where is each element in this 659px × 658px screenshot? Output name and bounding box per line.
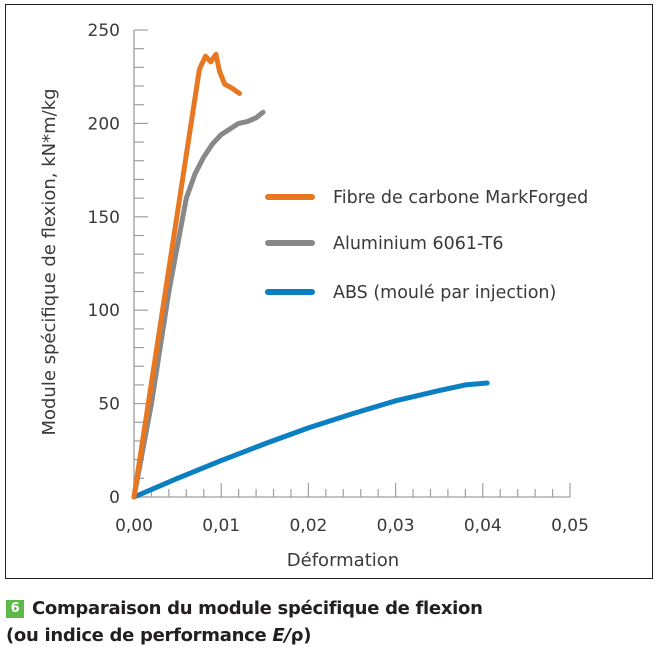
legend-label-2: ABS (moulé par injection) <box>333 283 556 303</box>
legend: Fibre de carbone MarkForged Aluminium 606… <box>265 188 588 303</box>
caption-line-1: Comparaison du module spécifique de flex… <box>32 598 483 619</box>
y-tick-label: 250 <box>88 21 120 41</box>
caption-symbol-e: E <box>272 625 285 646</box>
x-tick-label: 0,05 <box>551 516 589 536</box>
x-tick-label: 0,01 <box>202 516 240 536</box>
x-tick-label: 0,02 <box>289 516 327 536</box>
figure-number-badge: 6 <box>6 600 24 618</box>
series-line-0 <box>131 51 243 500</box>
x-tick-label: 0,00 <box>115 516 153 536</box>
x-tick-label: 0,03 <box>377 516 415 536</box>
x-tick-label: 0,04 <box>464 516 502 536</box>
caption-symbol-rho: ρ <box>290 625 304 646</box>
series-layer <box>131 51 490 500</box>
caption-line-2-prefix: (ou indice de performance <box>6 625 273 646</box>
legend-label-1: Aluminium 6061-T6 <box>333 234 504 254</box>
y-tick-label: 50 <box>98 395 120 415</box>
axes: 0,00 0,01 0,02 0,03 0,04 0,05 0 50 100 150 200 250 <box>88 21 589 536</box>
y-axis-title: Module spécifique de flexion, kN*m/kg <box>39 88 60 435</box>
caption-line-2-suffix: ) <box>303 625 312 646</box>
y-tick-label: 150 <box>88 208 120 228</box>
y-tick-label: 0 <box>109 488 120 508</box>
series-line-2 <box>131 380 490 500</box>
y-tick-label: 200 <box>88 114 120 134</box>
chart: 0,00 0,01 0,02 0,03 0,04 0,05050100150200250 … <box>39 21 589 571</box>
legend-label-0: Fibre de carbone MarkForged <box>333 188 588 208</box>
figure-frame <box>5 4 653 579</box>
series-line-1 <box>131 109 266 500</box>
figure-caption: 6 Comparaison du module spécifique de fle… <box>6 595 646 649</box>
y-tick-label: 100 <box>88 301 120 321</box>
x-axis-title: Déformation <box>287 550 399 571</box>
caption-separator: / <box>284 625 291 646</box>
